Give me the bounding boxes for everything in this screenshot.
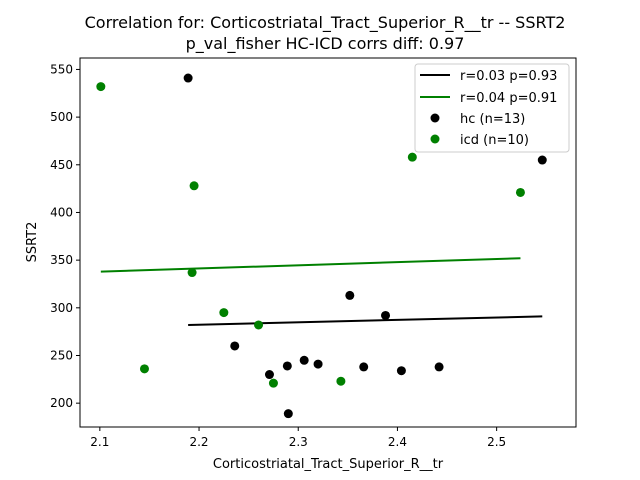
- x-axis-label: Corticostriatal_Tract_Superior_R__tr: [213, 457, 444, 472]
- x-tick-label: 2.3: [289, 435, 308, 449]
- icd-point: [187, 268, 197, 278]
- legend-label-icd: icd (n=10): [460, 133, 529, 148]
- hc-point: [345, 290, 355, 300]
- y-tick-label: 400: [50, 205, 73, 219]
- hc-point: [313, 359, 323, 369]
- legend-label-fit-hc: r=0.03 p=0.93: [460, 69, 557, 84]
- hc-point: [434, 362, 444, 372]
- hc-point: [537, 155, 547, 165]
- y-tick-label: 450: [50, 158, 73, 172]
- legend-label-fit-icd: r=0.04 p=0.91: [460, 91, 557, 106]
- hc-point: [283, 409, 293, 419]
- icd-point: [268, 378, 278, 388]
- y-axis-label: SSRT2: [25, 222, 40, 263]
- chart-title: Correlation for: Corticostriatal_Tract_S…: [85, 13, 566, 33]
- icd-point: [96, 82, 106, 92]
- x-tick-label: 2.2: [189, 435, 208, 449]
- chart-subtitle: p_val_fisher HC-ICD corrs diff: 0.97: [186, 34, 465, 54]
- y-tick-label: 200: [50, 396, 73, 410]
- icd-point: [254, 320, 264, 330]
- y-tick-label: 500: [50, 110, 73, 124]
- y-tick-label: 250: [50, 348, 73, 362]
- fit-line-icd: [100, 257, 521, 273]
- icd-point: [515, 187, 525, 197]
- legend-marker-hc: [430, 113, 440, 123]
- legend: r=0.03 p=0.93 r=0.04 p=0.91 hc (n=13) ic…: [414, 63, 570, 153]
- icd-point: [219, 308, 229, 318]
- x-tick-label: 2.5: [487, 435, 506, 449]
- y-tick-label: 550: [50, 62, 73, 76]
- hc-point: [230, 341, 240, 351]
- icd-point: [189, 181, 199, 191]
- icd-point: [139, 364, 149, 374]
- legend-marker-icd: [430, 134, 440, 144]
- plot-frame: [79, 57, 577, 428]
- data-points: [96, 73, 547, 419]
- hc-point: [282, 361, 292, 371]
- icd-point: [407, 152, 417, 162]
- x-axis-ticks: 2.1 2.2 2.3 2.4 2.5: [90, 427, 506, 449]
- y-tick-label: 300: [50, 301, 73, 315]
- hc-point: [264, 370, 274, 380]
- legend-box: [414, 63, 570, 153]
- x-tick-label: 2.4: [388, 435, 407, 449]
- fit-lines: [100, 257, 543, 326]
- hc-point: [381, 310, 391, 320]
- fit-line-hc: [188, 315, 543, 326]
- y-tick-label: 350: [50, 253, 73, 267]
- hc-point: [299, 355, 309, 365]
- y-axis-ticks: 200 250 300 350 400 450 500 550: [50, 62, 80, 410]
- hc-point: [183, 73, 193, 83]
- icd-point: [336, 376, 346, 386]
- hc-point: [359, 362, 369, 372]
- x-tick-label: 2.1: [90, 435, 109, 449]
- hc-point: [396, 366, 406, 376]
- legend-label-hc: hc (n=13): [460, 112, 525, 127]
